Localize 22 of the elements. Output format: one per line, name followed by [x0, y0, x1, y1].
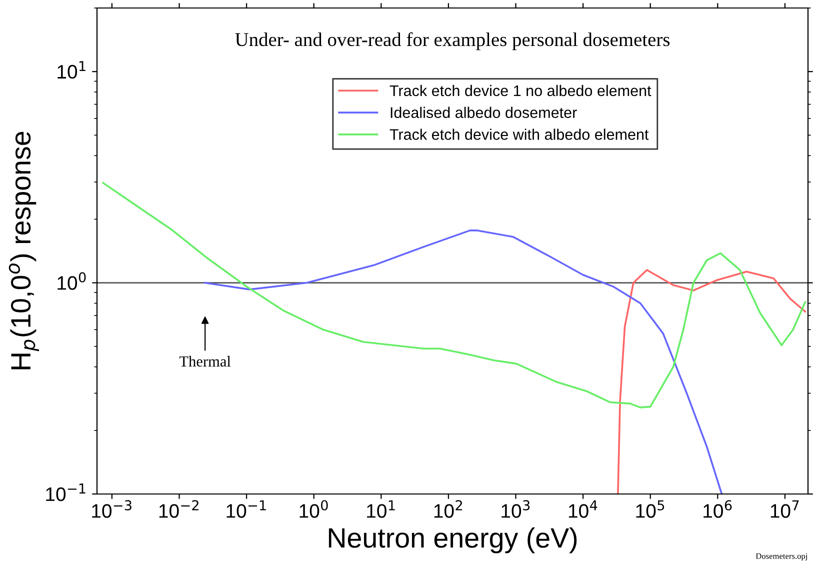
text: Under- and over-read for examples personal dosemeters — [235, 32, 670, 50]
legend-label: Track etch device 1 no albedo element — [390, 84, 652, 96]
x-tick-label: 10$^{2}$ — [434, 500, 462, 518]
x-tick-label: 10$^{7}$ — [770, 500, 799, 518]
x-tick-label: 10$^{3}$ — [502, 500, 530, 518]
annotation: Thermal — [179, 356, 231, 367]
x-tick-label: 10$^{0}$ — [300, 500, 328, 518]
x-axis-title: Neutron energy (eV) — [328, 527, 577, 554]
y-axis-title: H$_{p}$(10,0$^{o}$) response — [8, 132, 39, 370]
legend-label: Idealised albedo dosemeter — [390, 106, 577, 118]
x-tick-label: 10$^{4}$ — [568, 500, 598, 518]
x-tick-label: 10$^{−3}$ — [92, 500, 132, 518]
y-tick-label: 10$^{0}$ — [58, 272, 86, 290]
x-tick-label: 10$^{5}$ — [636, 500, 664, 518]
x-tick-label: 10$^{−2}$ — [159, 500, 198, 518]
legend-label: Track etch device with albedo element — [390, 128, 649, 140]
x-tick-label: 10$^{1}$ — [367, 500, 395, 518]
x-tick-label: 10$^{−1}$ — [226, 500, 266, 518]
text: Dosemeters.opj — [756, 553, 807, 561]
y-tick-label: 10$^{1}$ — [58, 61, 86, 79]
x-tick-label: 10$^{6}$ — [704, 500, 732, 518]
y-tick-label: 10$^{−1}$ — [46, 484, 86, 502]
